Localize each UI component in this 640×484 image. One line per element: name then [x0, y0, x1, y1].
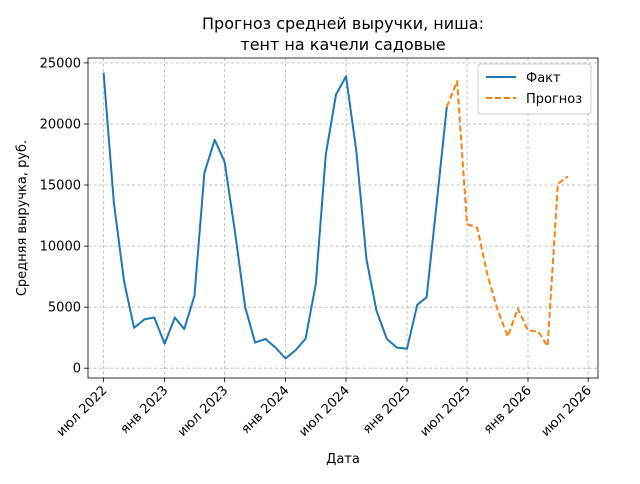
- chart-subtitle: тент на качели садовые: [240, 35, 445, 54]
- y-tick-label: 10000: [40, 240, 81, 255]
- legend: Факт Прогноз: [478, 64, 591, 114]
- y-tick-label: 0: [73, 362, 81, 377]
- y-tick-label: 25000: [40, 56, 81, 71]
- chart-title: Прогноз средней выручки, ниша:: [202, 14, 484, 33]
- y-tick-label: 20000: [40, 118, 81, 133]
- legend-label-forecast: Прогноз: [526, 92, 582, 107]
- y-tick-label: 15000: [40, 179, 81, 194]
- y-axis-label: Средняя выручка, руб.: [15, 140, 30, 296]
- y-tick-label: 5000: [48, 301, 81, 316]
- legend-label-fact: Факт: [526, 71, 561, 86]
- x-axis-label: Дата: [326, 452, 360, 467]
